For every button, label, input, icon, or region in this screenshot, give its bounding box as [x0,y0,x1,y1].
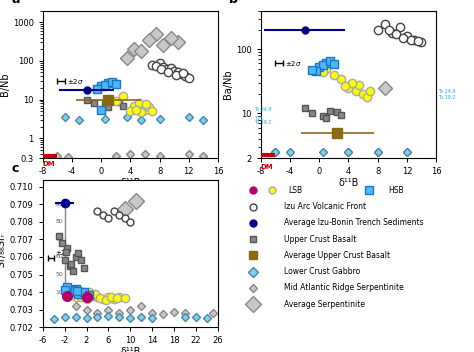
Y-axis label: ⁸⁷Sr/₈₆Srᵣ: ⁸⁷Sr/₈₆Srᵣ [0,233,7,274]
Text: T11: T11 [254,115,264,120]
Text: 60: 60 [55,254,63,259]
Text: Lower Crust Gabbro: Lower Crust Gabbro [283,267,360,276]
Text: Izu Arc Volcanic Front: Izu Arc Volcanic Front [283,202,365,211]
Text: DM: DM [43,161,55,167]
Text: Upper Crust Basalt: Upper Crust Basalt [283,235,356,244]
Text: Average Izu-Bonin Trench Sediments: Average Izu-Bonin Trench Sediments [283,218,423,227]
Text: To 19.2: To 19.2 [438,95,455,100]
Text: 50: 50 [55,272,63,277]
X-axis label: δ¹¹B: δ¹¹B [120,178,140,188]
X-axis label: δ¹¹B: δ¹¹B [338,178,358,188]
Text: 70: 70 [55,237,63,242]
Text: HSB: HSB [388,186,404,195]
Text: To 24.9: To 24.9 [254,107,272,112]
Text: LSB: LSB [288,186,302,195]
Text: c: c [11,162,18,175]
Text: b: b [229,0,238,6]
Text: $\pm2\sigma$: $\pm2\sigma$ [285,59,302,68]
Text: $\pm2\sigma$: $\pm2\sigma$ [67,77,84,86]
Text: a: a [11,0,19,6]
Text: To 19.2: To 19.2 [254,120,272,125]
Text: DM: DM [261,164,273,170]
Y-axis label: Ba/Nb: Ba/Nb [223,70,233,99]
Text: Average Upper Crust Basalt: Average Upper Crust Basalt [283,251,390,260]
Text: 90: 90 [55,202,63,207]
Text: 80: 80 [55,219,63,224]
Y-axis label: B/Nb: B/Nb [0,73,10,96]
Text: Average Serpentinite: Average Serpentinite [283,300,365,309]
X-axis label: δ¹¹B: δ¹¹B [120,347,140,352]
Text: $\pm2\sigma$: $\pm2\sigma$ [55,248,72,257]
Text: Mid Atlantic Ridge Serpentinite: Mid Atlantic Ridge Serpentinite [283,283,403,293]
Text: To 24.9: To 24.9 [438,89,455,94]
Text: 10: 10 [55,290,63,295]
